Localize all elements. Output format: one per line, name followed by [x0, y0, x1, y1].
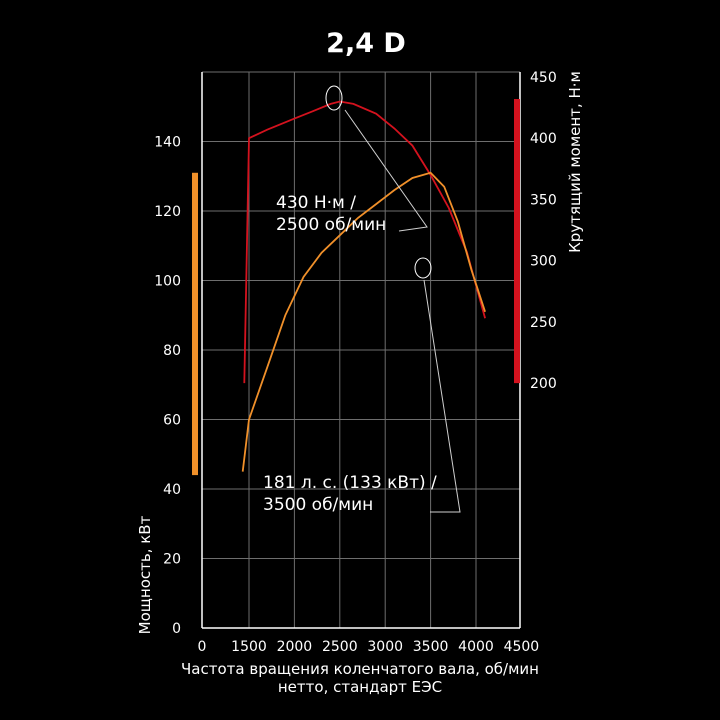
left-tick-label: 120: [154, 204, 181, 220]
x-axis-title-line1: Частота вращения коленчатого вала, об/ми…: [181, 660, 539, 678]
left-tick-label: 40: [163, 482, 181, 498]
torque-range-bar: [514, 99, 520, 384]
left-tick-labels: 0 20 40 60 80 100 120 140: [154, 135, 181, 638]
right-tick-label: 450: [530, 70, 557, 86]
annotation-leaders: [344, 109, 461, 513]
power-annotation-line1: 181 л. с. (133 кВт) /: [263, 473, 437, 493]
right-axis-title: Крутящий момент, Н·м: [566, 71, 584, 253]
torque-annotation-line2: 2500 об/мин: [276, 215, 386, 235]
x-tick-label: 1500: [231, 639, 267, 655]
left-tick-label: 80: [163, 343, 181, 359]
x-tick-label: 3500: [413, 639, 449, 655]
power-leader-line: [423, 279, 461, 513]
left-tick-label: 0: [172, 621, 181, 637]
right-tick-label: 400: [530, 131, 557, 147]
x-tick-labels: 0 1500 2000 2500 3000 3500 4000 4500: [198, 639, 540, 655]
power-curve: [241, 171, 486, 472]
power-peak-marker: [414, 257, 432, 279]
x-tick-label: 4000: [458, 639, 494, 655]
x-tick-label: 3000: [367, 639, 403, 655]
left-tick-label: 20: [163, 552, 181, 568]
power-annotation-line2: 3500 об/мин: [263, 495, 373, 515]
x-axis-title-line2: нетто, стандарт ЕЭС: [278, 678, 442, 696]
x-tick-label: 2000: [277, 639, 313, 655]
left-axis-title: Мощность, кВт: [136, 515, 154, 634]
right-tick-labels: 200 250 300 350 400 450: [530, 70, 557, 392]
torque-annotation-line1: 430 Н·м /: [276, 193, 356, 213]
left-tick-label: 100: [154, 274, 181, 290]
x-tick-label: 4500: [504, 639, 540, 655]
torque-leader-line: [344, 109, 428, 232]
peak-markers: [325, 85, 432, 279]
x-tick-label: 2500: [322, 639, 358, 655]
torque-curve: [243, 100, 486, 384]
left-tick-label: 140: [154, 135, 181, 151]
torque-peak-marker: [325, 85, 343, 111]
x-tick-label: 0: [198, 639, 207, 655]
right-tick-label: 250: [530, 315, 557, 331]
grid: [202, 71, 520, 628]
grid-horizontal-lines: [202, 71, 520, 559]
chart-title: 2,4 D: [326, 28, 406, 59]
power-range-bar: [192, 172, 198, 476]
right-tick-label: 200: [530, 376, 557, 392]
right-tick-label: 350: [530, 192, 557, 208]
left-tick-label: 60: [163, 413, 181, 429]
right-tick-label: 300: [530, 254, 557, 270]
